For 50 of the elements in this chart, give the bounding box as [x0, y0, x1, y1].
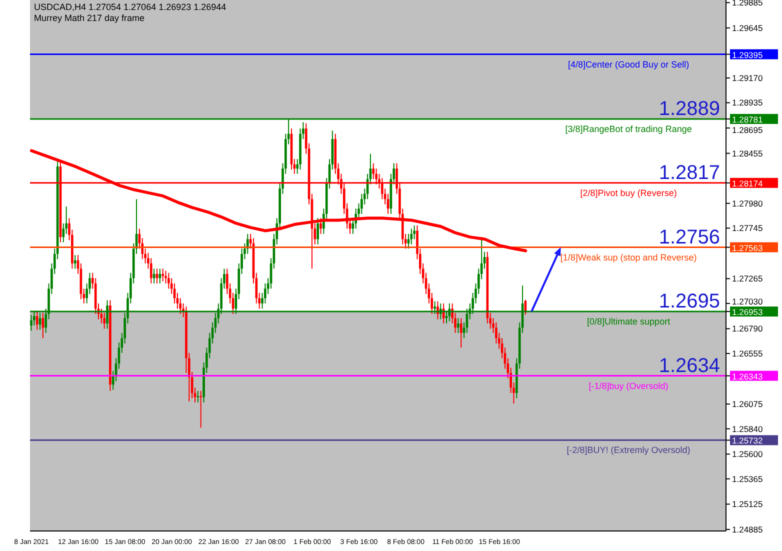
y-tick-label: 1.29395: [732, 50, 763, 60]
y-tick-label: 1.27563: [732, 242, 763, 253]
ref-line-label: [-1/8]buy (Oversold): [588, 380, 668, 391]
ref-line-label: [1/8]Weak sup (stop and Reverse): [560, 252, 697, 262]
ref-line-label: [2/8]Pivot buy (Reverse): [580, 188, 677, 198]
candlestick: [460, 318, 462, 348]
y-tick-label: 1.25600: [732, 449, 763, 460]
ref-line-label: [0/8]Ultimate support: [587, 316, 671, 327]
candlestick: [74, 254, 76, 270]
y-tick-label: 1.28695: [732, 125, 763, 136]
y-tick-label: 1.26343: [732, 371, 763, 382]
y-tick-label: 1.25125: [732, 499, 763, 510]
y-tick-label: 1.25840: [732, 424, 763, 434]
y-tick-label: 1.28935: [732, 98, 763, 108]
candlestick: [320, 218, 322, 234]
y-tick-label: 1.27030: [732, 296, 763, 306]
y-tick-label: 1.24885: [732, 524, 763, 534]
candlestick: [316, 218, 319, 245]
y-tick-label: 1.26953: [732, 307, 763, 318]
candlestick: [410, 228, 413, 245]
ref-line-label: [-2/8]BUY! (Extremly Oversold): [566, 445, 690, 456]
candlestick: [162, 268, 164, 282]
y-tick-label: 1.28174: [732, 178, 763, 188]
annotation: 1.2695: [658, 290, 720, 313]
annotation: 1.2634: [658, 354, 720, 377]
candlestick: [30, 314, 32, 332]
y-tick-label: 1.27745: [732, 223, 763, 234]
y-tick-label: 1.26075: [732, 399, 763, 410]
text: Murrey Math 217 day frame: [34, 13, 145, 23]
annotation: 1.2817: [658, 162, 720, 184]
y-tick-label: 1.26790: [732, 324, 763, 334]
y-tick-label: 1.29885: [732, 0, 763, 8]
ref-line-label: [3/8]RangeBot of trading Range: [565, 124, 692, 134]
annotation: 1.2756: [658, 226, 720, 248]
ref-line-label: [4/8]Center (Good Buy or Sell): [568, 59, 690, 70]
y-tick-label: 1.26555: [732, 348, 763, 358]
y-tick-label: 1.25732: [732, 436, 763, 446]
candlestick: [158, 268, 162, 284]
candlestick: [200, 390, 202, 428]
candlestick: [457, 318, 460, 334]
chart-title: USDCAD,H4 1.27054 1.27064 1.26923 1.26944: [34, 2, 226, 12]
y-tick-label: 1.27980: [732, 198, 763, 208]
y-tick-label: 1.27265: [732, 274, 763, 284]
candlestick: [103, 312, 106, 330]
y-tick-label: 1.28781: [732, 114, 763, 124]
y-tick-label: 1.29170: [732, 72, 763, 83]
y-tick-label: 1.25365: [732, 474, 763, 484]
annotation: 1.2889: [658, 98, 720, 120]
y-tick-label: 1.28455: [732, 148, 763, 158]
y-tick-label: 1.29645: [732, 22, 763, 33]
